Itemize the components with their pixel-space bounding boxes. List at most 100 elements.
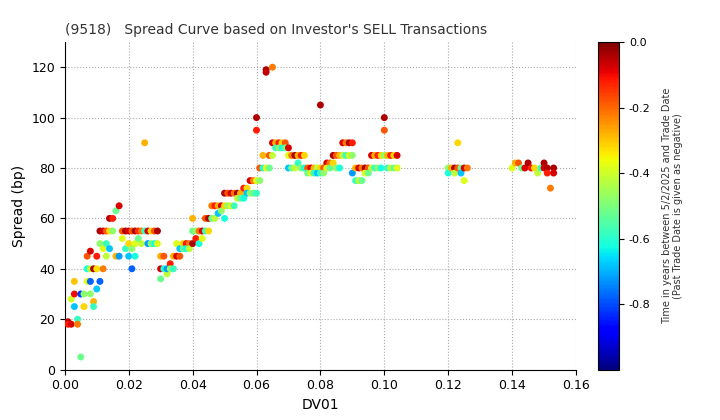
Point — [283, 165, 294, 171]
Point — [455, 170, 467, 176]
Point — [130, 228, 141, 234]
Point — [254, 165, 266, 171]
Point — [388, 165, 400, 171]
Point — [197, 235, 208, 242]
Point — [177, 245, 189, 252]
Point — [235, 190, 246, 197]
Point — [155, 253, 166, 260]
Point — [88, 303, 99, 310]
Point — [356, 165, 368, 171]
Point — [66, 321, 77, 328]
Point — [123, 253, 135, 260]
Point — [289, 152, 301, 159]
Point — [343, 152, 355, 159]
Point — [72, 321, 84, 328]
Point — [375, 165, 387, 171]
Point — [193, 240, 204, 247]
Point — [286, 165, 297, 171]
Point — [251, 127, 262, 134]
Point — [130, 253, 141, 260]
Point — [459, 177, 470, 184]
Point — [350, 165, 361, 171]
Point — [375, 152, 387, 159]
Point — [519, 165, 531, 171]
Point — [136, 240, 148, 247]
Point — [101, 228, 112, 234]
Point — [544, 185, 556, 192]
Point — [164, 260, 176, 267]
Point — [273, 139, 284, 146]
Point — [276, 144, 288, 151]
Point — [126, 228, 138, 234]
Point — [541, 170, 553, 176]
Point — [104, 228, 115, 234]
Point — [241, 185, 253, 192]
Point — [334, 152, 346, 159]
Point — [283, 152, 294, 159]
Point — [328, 152, 339, 159]
Point — [356, 177, 368, 184]
Point — [264, 165, 275, 171]
Point — [78, 291, 90, 297]
Point — [120, 228, 131, 234]
Point — [385, 165, 397, 171]
Point — [181, 245, 192, 252]
Point — [363, 170, 374, 176]
Point — [276, 139, 288, 146]
Point — [350, 177, 361, 184]
Point — [193, 228, 204, 234]
Point — [369, 165, 380, 171]
Point — [190, 228, 202, 234]
Point — [62, 321, 73, 328]
Point — [385, 152, 397, 159]
Point — [136, 228, 148, 234]
Point — [158, 265, 170, 272]
Point — [539, 165, 550, 171]
Point — [382, 165, 393, 171]
Point — [516, 165, 528, 171]
Point — [235, 195, 246, 202]
Point — [161, 270, 173, 277]
Point — [334, 165, 346, 171]
Point — [251, 177, 262, 184]
Point — [113, 253, 125, 260]
Point — [359, 165, 371, 171]
Point — [244, 190, 256, 197]
Point — [101, 240, 112, 247]
Point — [548, 170, 559, 176]
Point — [171, 240, 182, 247]
Point — [315, 102, 326, 108]
Point — [286, 152, 297, 159]
Point — [91, 265, 102, 272]
Point — [261, 66, 272, 73]
Point — [184, 245, 195, 252]
Point — [379, 114, 390, 121]
Point — [299, 165, 310, 171]
Point — [299, 152, 310, 159]
Point — [219, 215, 230, 222]
Point — [130, 240, 141, 247]
Point — [139, 139, 150, 146]
Point — [321, 160, 333, 166]
Point — [206, 202, 217, 209]
Point — [81, 253, 93, 260]
Point — [462, 165, 473, 171]
Point — [340, 139, 351, 146]
Point — [321, 165, 333, 171]
Point — [261, 69, 272, 76]
Point — [295, 165, 307, 171]
Point — [104, 245, 115, 252]
Point — [228, 190, 240, 197]
Point — [379, 152, 390, 159]
Point — [113, 202, 125, 209]
Point — [232, 195, 243, 202]
Point — [392, 165, 403, 171]
Point — [346, 152, 358, 159]
Point — [244, 177, 256, 184]
Point — [68, 291, 80, 297]
Point — [88, 298, 99, 305]
Point — [120, 245, 131, 252]
Point — [442, 170, 454, 176]
Point — [548, 165, 559, 171]
Point — [199, 228, 211, 234]
